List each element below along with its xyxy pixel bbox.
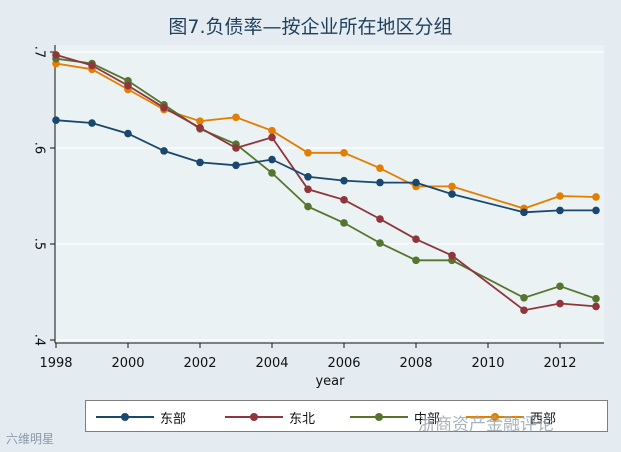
- series-1-point: [196, 124, 204, 132]
- series-1-point: [160, 103, 168, 112]
- x-tick-label: 2012: [543, 356, 576, 371]
- legend-label-west: 西部: [530, 412, 557, 427]
- series-1-point: [448, 251, 456, 260]
- series-3-point: [232, 113, 240, 122]
- series-1-point: [124, 81, 132, 90]
- series-1-point: [52, 51, 60, 59]
- series-3-point: [340, 149, 348, 157]
- x-axis-label: year: [315, 374, 345, 389]
- series-2-point: [340, 219, 348, 227]
- y-tick-label: .6: [32, 142, 47, 154]
- series-1-point: [304, 185, 312, 194]
- series-0-point: [196, 158, 204, 167]
- legend: 东部 东北 中部 西部: [85, 400, 608, 432]
- series-1-point: [88, 61, 96, 70]
- series-0-point: [52, 116, 60, 124]
- series-3-point: [592, 193, 600, 201]
- x-tick-label: 1998: [39, 356, 72, 371]
- legend-swatch-west: [466, 413, 524, 421]
- y-tick-label: .5: [32, 238, 47, 250]
- legend-label-central: 中部: [414, 412, 441, 427]
- series-1-point: [340, 196, 348, 204]
- chart-title: 图7.负债率—按企业所在地区分组: [168, 16, 453, 38]
- y-tick-label: .4: [32, 334, 47, 346]
- watermark-left: 六维明星: [6, 432, 55, 446]
- series-1-point: [412, 235, 420, 243]
- series-1-point: [520, 306, 528, 315]
- series-0-point: [232, 161, 240, 170]
- series-1-point: [268, 133, 276, 142]
- series-3-point: [376, 164, 384, 172]
- series-3-point: [304, 149, 312, 157]
- series-0-point: [124, 129, 132, 138]
- legend-swatch-northeast: [225, 413, 283, 421]
- series-3-point: [448, 182, 456, 191]
- series-2-point: [592, 294, 600, 303]
- x-tick-label: 2002: [183, 356, 216, 371]
- y-tick-label: .7: [32, 46, 47, 58]
- series-0-point: [160, 147, 168, 155]
- series-0-point: [592, 206, 600, 215]
- series-2-point: [412, 256, 420, 265]
- series-0-point: [412, 178, 420, 187]
- series-0-point: [448, 190, 456, 198]
- legend-swatch-central: [350, 413, 408, 421]
- series-2-point: [268, 169, 276, 177]
- series-0-point: [556, 206, 564, 215]
- x-tick-label: 2000: [111, 356, 144, 371]
- watermark-right: 浙商资产金融评论: [418, 415, 554, 435]
- series-layer: [52, 51, 600, 315]
- series-1-point: [232, 144, 240, 152]
- series-2-point: [376, 239, 384, 247]
- series-2-point: [304, 202, 312, 211]
- series-2-point: [556, 282, 564, 291]
- series-0-point: [304, 173, 312, 181]
- x-tick-label: 2006: [327, 356, 360, 371]
- legend-swatch-east: [96, 413, 154, 421]
- series-0-point: [88, 119, 96, 127]
- series-2-point: [520, 293, 528, 302]
- x-tick-label: 2010: [471, 356, 504, 371]
- series-1-point: [592, 302, 600, 311]
- series-1-point: [376, 215, 384, 223]
- series-0-point: [520, 208, 528, 217]
- plot-area: [55, 45, 604, 343]
- x-tick-label: 2008: [399, 356, 432, 371]
- series-3-point: [556, 192, 564, 200]
- series-0-point: [376, 178, 384, 187]
- series-0-point: [268, 155, 276, 164]
- legend-label-northeast: 东北: [289, 412, 316, 427]
- x-tick-label: 2004: [255, 356, 288, 371]
- grid-lines: [55, 51, 604, 341]
- series-0-point: [340, 176, 348, 185]
- series-1-point: [556, 299, 564, 308]
- series-3-point: [196, 117, 204, 125]
- legend-label-east: 东部: [160, 412, 187, 427]
- series-3-point: [268, 126, 276, 135]
- axes: .4 .5 .6 .7 1998 2000 2002 2004 2006 2008 2010 2012: [32, 45, 604, 371]
